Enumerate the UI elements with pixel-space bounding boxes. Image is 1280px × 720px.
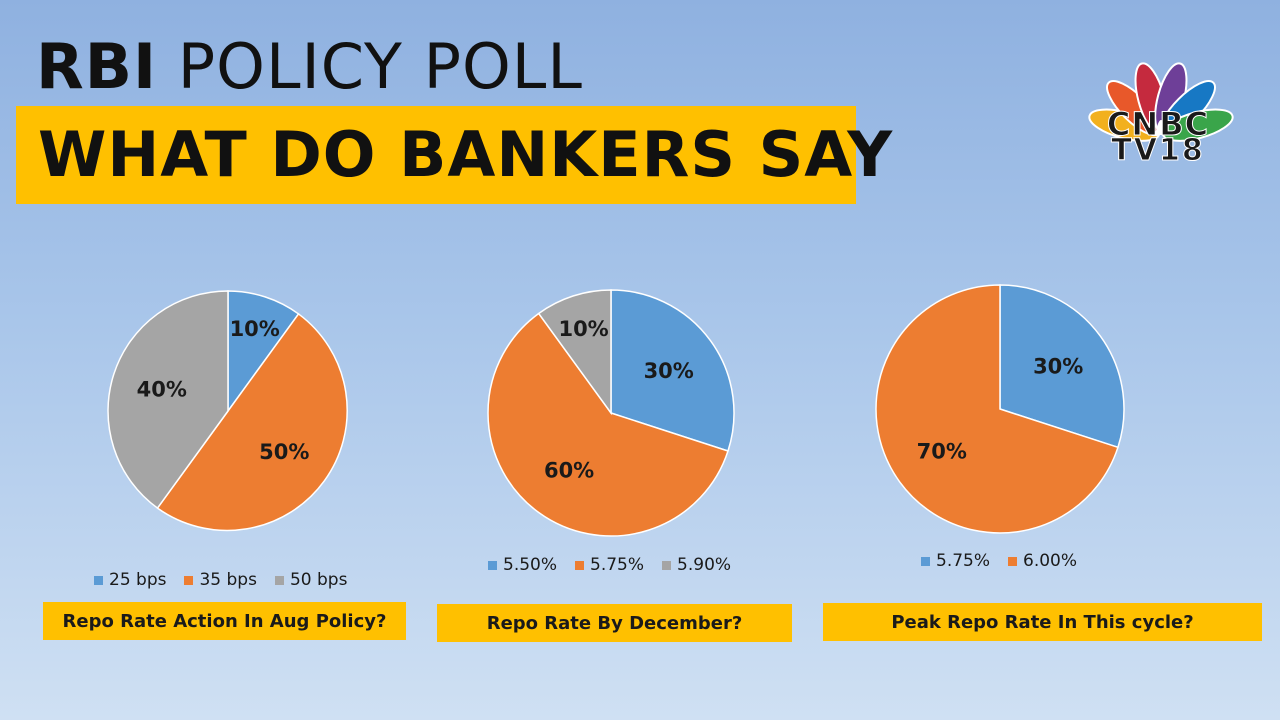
pie-slice-35-bps — [156, 312, 348, 532]
question-text-peak: Peak Repo Rate In This cycle? — [891, 611, 1194, 633]
legend-peak: 5.75% 6.00% — [921, 551, 1077, 571]
data-label-5-90: 10% — [558, 317, 608, 341]
page-title: RBI POLICY POLL — [36, 28, 583, 106]
subtitle-banner: WHAT DO BANKERS SAY — [16, 106, 892, 204]
data-label-6-00: 70% — [917, 439, 967, 463]
peacock-body — [1155, 120, 1167, 135]
legend-label: 5.75% — [590, 555, 645, 575]
pie-chart-december: 30% 60% 10% — [487, 289, 735, 537]
question-banner-peak: Peak Repo Rate In This cycle? — [823, 603, 1262, 641]
legend-swatch — [184, 575, 194, 585]
legend-label: 6.00% — [1023, 551, 1078, 571]
question-text-december: Repo Rate By December? — [486, 612, 743, 634]
logo-channel: TV18 — [1111, 133, 1205, 168]
legend-swatch — [662, 560, 672, 570]
data-label-5-75: 30% — [1033, 355, 1083, 379]
legend-item-5-90: 5.90% — [662, 555, 731, 575]
pie-slice-5-75 — [487, 312, 729, 537]
legend-item-35-bps: 35 bps — [184, 570, 257, 590]
question-text-aug-policy: Repo Rate Action In Aug Policy? — [62, 610, 387, 632]
data-label-50-bps: 40% — [137, 378, 187, 402]
legend-label: 5.75% — [936, 551, 991, 571]
legend-december: 5.50% 5.75% 5.90% — [488, 555, 731, 575]
legend-item-5-75: 5.75% — [921, 551, 990, 571]
question-banner-aug-policy: Repo Rate Action In Aug Policy? — [43, 602, 406, 640]
data-label-5-50: 30% — [644, 359, 694, 383]
peacock-icon — [1088, 62, 1234, 142]
legend-label: 35 bps — [199, 570, 257, 590]
legend-label: 5.50% — [503, 555, 558, 575]
legend-item-5-50: 5.50% — [488, 555, 557, 575]
legend-aug-policy: 25 bps 35 bps 50 bps — [94, 570, 347, 590]
pie-slice-25-bps — [227, 290, 300, 414]
pie-chart-aug-policy: 10% 50% 40% — [107, 290, 348, 532]
legend-item-6-00: 6.00% — [1008, 551, 1077, 571]
pie-slice-50-bps — [107, 290, 229, 510]
data-label-5-75: 60% — [544, 459, 594, 483]
legend-swatch — [575, 560, 585, 570]
title-bold: RBI — [36, 30, 158, 103]
pie-slice-5-90 — [537, 289, 612, 416]
legend-item-5-75: 5.75% — [575, 555, 644, 575]
pie-slice-5-75 — [999, 284, 1125, 449]
pie-chart-peak: 30% 70% — [875, 284, 1125, 534]
legend-item-50-bps: 50 bps — [274, 570, 348, 590]
legend-swatch — [921, 556, 930, 566]
data-label-35-bps: 50% — [259, 440, 309, 464]
question-banner-december: Repo Rate By December? — [437, 604, 792, 642]
legend-swatch — [94, 575, 103, 585]
data-label-25-bps: 10% — [230, 317, 280, 341]
pie-slice-6-00 — [875, 284, 1119, 534]
legend-swatch — [1008, 556, 1018, 566]
logo-wordmark: CNBC — [1106, 105, 1210, 143]
title-rest: POLICY POLL — [157, 30, 583, 103]
legend-label: 25 bps — [109, 570, 167, 590]
legend-swatch — [488, 560, 497, 570]
legend-label: 50 bps — [289, 570, 348, 590]
legend-item-25-bps: 25 bps — [94, 570, 166, 590]
legend-swatch — [274, 575, 284, 585]
legend-label: 5.90% — [677, 555, 732, 575]
pie-slice-5-50 — [610, 289, 735, 452]
page-subtitle: WHAT DO BANKERS SAY — [38, 118, 894, 191]
